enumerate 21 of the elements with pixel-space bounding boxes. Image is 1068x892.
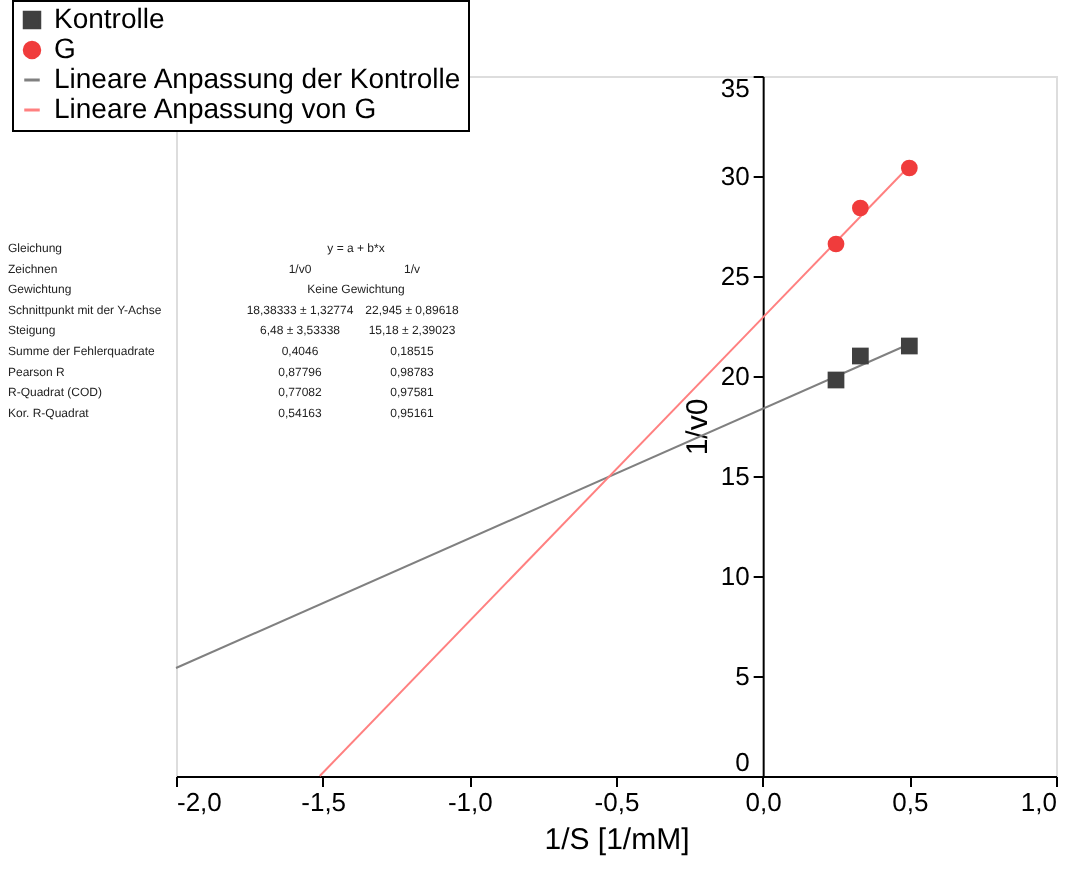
x-tick-label: -1,5 xyxy=(301,787,347,817)
legend-label: Kontrolle xyxy=(54,2,165,34)
legend-label: Lineare Anpassung von G xyxy=(54,92,377,124)
y-tick-label: 25 xyxy=(720,261,750,291)
x-tick-label: -0,5 xyxy=(594,787,640,817)
x-tick-label: 0,0 xyxy=(745,787,782,817)
y-tick-label: 20 xyxy=(720,361,750,391)
x-tick-label: -1,0 xyxy=(447,787,493,817)
x-tick-label: -2,0 xyxy=(177,787,222,817)
x-axis-title: 1/S [1/mM] xyxy=(544,823,690,857)
y-tick-label: 0 xyxy=(735,747,750,777)
x-tick-label: 0,5 xyxy=(892,787,929,817)
y-axis-title: 1/v0 xyxy=(680,398,715,456)
legend-label: G xyxy=(54,32,76,64)
y-tick-label: 30 xyxy=(720,161,750,191)
legend-label: Lineare Anpassung der Kontrolle xyxy=(54,62,461,94)
y-tick-label: 35 xyxy=(720,73,750,103)
y-tick-label: 5 xyxy=(735,661,750,691)
x-tick-label: 1,0 xyxy=(1020,787,1057,817)
y-tick-label: 10 xyxy=(720,561,750,591)
y-tick-label: 15 xyxy=(720,461,750,491)
